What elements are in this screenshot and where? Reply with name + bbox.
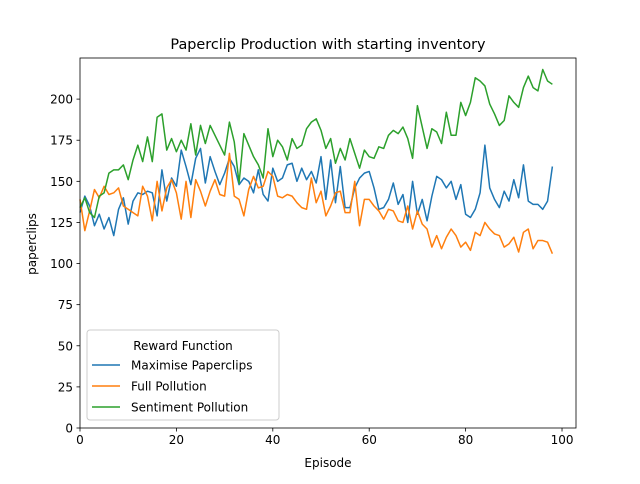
y-tick-label: 0 — [65, 422, 73, 436]
y-tick-label: 50 — [58, 339, 73, 353]
y-tick-label: 25 — [58, 380, 73, 394]
series-line-1 — [79, 144, 554, 237]
legend-entries: Maximise Paperclips Full Pollution Sentime… — [92, 359, 252, 415]
legend-frame — [86, 329, 280, 421]
legend-title: Reward Function — [133, 339, 233, 353]
x-tick-label: 20 — [169, 433, 184, 447]
series-layer — [79, 68, 554, 254]
legend-label-2: Full Pollution — [131, 380, 207, 394]
y-tick-label: 125 — [50, 216, 73, 230]
x-tick-label: 60 — [362, 433, 377, 447]
x-axis-label: Episode — [304, 456, 351, 470]
x-tick-label: 100 — [551, 433, 574, 447]
y-tick-label: 100 — [50, 257, 73, 271]
legend-label-1: Maximise Paperclips — [131, 359, 252, 373]
series-line-2 — [79, 152, 554, 254]
y-tick-label: 175 — [50, 134, 73, 148]
legend-label-3: Sentiment Pollution — [131, 401, 248, 415]
chart-title: Paperclip Production with starting inven… — [170, 37, 486, 53]
legend: Reward Function Maximise Paperclips Full … — [86, 329, 280, 421]
plot-frame — [79, 57, 577, 429]
x-tick-label: 0 — [76, 433, 84, 447]
y-tick-label: 75 — [58, 298, 73, 312]
series-line-3 — [79, 68, 553, 219]
y-axis-label: paperclips — [25, 213, 39, 275]
x-tick-label: 40 — [265, 433, 280, 447]
x-tick-label: 80 — [458, 433, 473, 447]
y-tick-label: 200 — [50, 93, 73, 107]
y-tick-label: 150 — [50, 175, 73, 189]
axes-layer: 0 20 40 60 80 100 0 25 50 75 100 125 150 175 200 — [50, 57, 577, 447]
